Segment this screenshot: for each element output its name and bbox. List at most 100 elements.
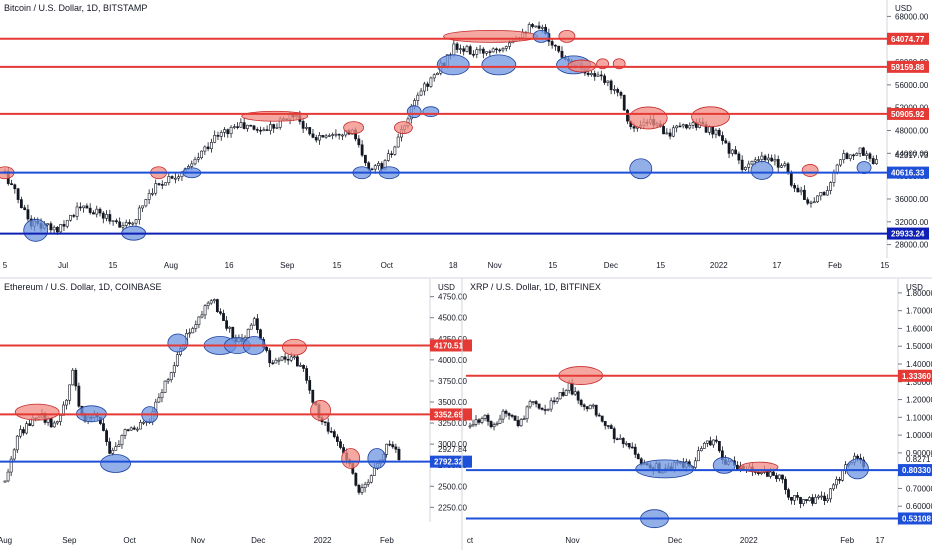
candle-down <box>737 153 741 161</box>
x-tick-label: 15 <box>880 261 889 270</box>
candle-up <box>151 192 154 195</box>
candle-up <box>531 401 535 403</box>
candle-up <box>480 418 484 423</box>
candle-up <box>223 129 226 133</box>
candle-down <box>126 429 130 431</box>
level-label-box <box>898 369 932 382</box>
candle-down <box>510 415 514 417</box>
candle-up <box>588 404 592 410</box>
candle-down <box>160 184 164 186</box>
candle-up <box>139 422 142 430</box>
candle-down <box>132 427 136 430</box>
candles <box>3 298 401 495</box>
candle-up <box>305 127 308 129</box>
candle-down <box>308 380 312 391</box>
x-tick-label: Nov <box>488 261 502 270</box>
candle-down <box>803 189 806 200</box>
candle-up <box>111 220 115 222</box>
candle-up <box>137 207 141 220</box>
candle-down <box>305 368 309 381</box>
candle-down <box>599 74 603 77</box>
x-tick-label: ct <box>467 536 474 545</box>
candle-up <box>12 449 16 460</box>
candle-up <box>757 159 760 161</box>
candle-down <box>632 126 636 129</box>
resistance-highlight <box>558 29 576 43</box>
x-tick-label: 17 <box>876 536 885 545</box>
candle-up <box>46 223 49 226</box>
candle-up <box>190 163 194 167</box>
candle-down <box>806 199 810 204</box>
candle-up <box>475 49 479 55</box>
level-label: 2792.32 <box>434 458 463 467</box>
candle-up <box>377 163 380 167</box>
candle-down <box>301 121 305 129</box>
y-tick-label: 56000.00 <box>895 81 929 90</box>
panel-btc: Bitcoin / U.S. Dollar, 1D, BITSTAMP USD 28… <box>0 0 929 270</box>
candle-up <box>809 201 813 204</box>
candle-down <box>268 350 272 364</box>
candle-down <box>13 184 17 190</box>
candle-down <box>603 421 607 426</box>
support-highlight <box>481 54 517 76</box>
candle-down <box>481 48 485 54</box>
candle-down <box>868 153 872 159</box>
support-highlight <box>846 458 869 480</box>
x-tick-label: Oct <box>381 261 394 270</box>
candle-up <box>197 316 201 325</box>
candle-up <box>528 401 532 408</box>
candle-up <box>422 83 426 92</box>
candle-up <box>681 124 685 127</box>
level-label-box <box>887 32 929 45</box>
candle-up <box>793 495 796 501</box>
candle-down <box>332 431 336 438</box>
candle-down <box>339 441 342 448</box>
candle-up <box>799 189 803 193</box>
candle-up <box>478 48 482 51</box>
candle-up <box>612 89 616 91</box>
candle-down <box>662 126 665 135</box>
candle-down <box>390 153 394 156</box>
candle-up <box>196 157 200 160</box>
candle-down <box>255 318 259 331</box>
candle-up <box>299 365 302 367</box>
candle-up <box>766 157 770 161</box>
candle-up <box>829 182 833 191</box>
candle-up <box>504 46 508 49</box>
candle-up <box>671 127 675 137</box>
candle-up <box>618 438 622 440</box>
candle-up <box>812 201 816 204</box>
candle-up <box>471 424 475 427</box>
support-highlight <box>750 161 774 180</box>
candle-up <box>228 326 232 329</box>
candle-up <box>324 135 328 138</box>
candle-up <box>75 206 79 217</box>
candle-down <box>786 163 790 173</box>
candle-up <box>808 497 811 501</box>
candle-down <box>49 223 53 231</box>
x-tick-label: 2022 <box>710 261 728 270</box>
candle-up <box>825 190 829 196</box>
candle-down <box>489 421 493 428</box>
candle-up <box>9 458 13 473</box>
candle-down <box>265 129 269 131</box>
candle-down <box>22 429 25 434</box>
candle-down <box>627 443 631 448</box>
candle-down <box>550 41 554 46</box>
x-tick-label: 2022 <box>314 536 332 545</box>
level-label-box <box>898 464 932 477</box>
candle-down <box>354 473 358 486</box>
level-label-box <box>887 60 929 73</box>
level-label: 4170.51 <box>434 341 463 350</box>
candle-up <box>166 379 170 382</box>
x-tick-label: Aug <box>164 261 178 270</box>
y-tick-label: 44000.00 <box>895 149 929 158</box>
candle-down <box>606 425 610 427</box>
candle-down <box>619 92 623 96</box>
candle-down <box>552 400 556 403</box>
level-label-box <box>887 107 929 120</box>
candle-up <box>549 400 553 410</box>
